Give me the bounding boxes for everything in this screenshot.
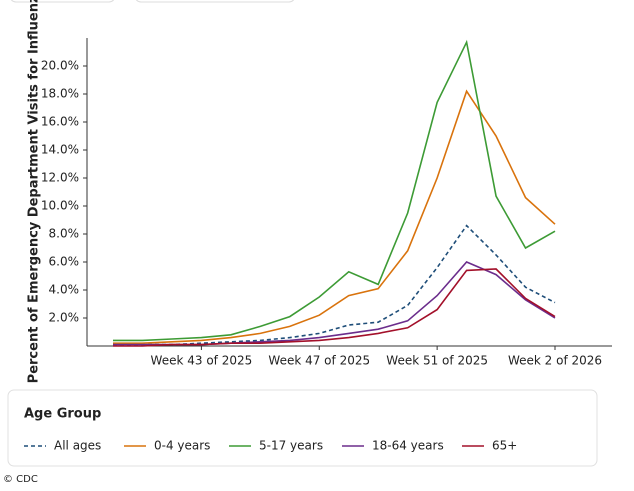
- x-tick-label: Week 2 of 2026: [508, 354, 602, 368]
- y-tick-label: 6.0%: [49, 255, 80, 269]
- y-tick-label: 10.0%: [41, 199, 79, 213]
- top-button: [135, 0, 295, 3]
- legend-label: 18-64 years: [372, 439, 444, 453]
- series-line: [113, 268, 556, 347]
- series-line: [113, 261, 556, 346]
- y-tick-label: 8.0%: [49, 227, 80, 241]
- credit-bg: [0, 470, 52, 487]
- x-tick-label: Week 51 of 2025: [386, 354, 488, 368]
- y-tick-label: 2.0%: [49, 311, 80, 325]
- legend-title: Age Group: [24, 407, 101, 422]
- top-button: [10, 0, 115, 3]
- x-tick-label: Week 43 of 2025: [151, 354, 253, 368]
- x-tick-label: Week 47 of 2025: [268, 354, 370, 368]
- y-axis-label: Percent of Emergency Department Visits f…: [27, 0, 42, 383]
- y-tick-label: 4.0%: [49, 283, 80, 297]
- credit: © CDC: [3, 474, 38, 485]
- y-tick-label: 20.0%: [41, 59, 79, 73]
- y-tick-label: 16.0%: [41, 115, 79, 129]
- y-tick-label: 18.0%: [41, 87, 79, 101]
- legend-label: All ages: [54, 439, 101, 453]
- y-tick-label: 14.0%: [41, 143, 79, 157]
- legend-label: 5-17 years: [259, 439, 323, 453]
- y-tick-label: 12.0%: [41, 171, 79, 185]
- series-line: [113, 89, 556, 344]
- legend-label: 0-4 years: [154, 439, 210, 453]
- legend-box: [7, 389, 598, 467]
- series-line: [113, 39, 556, 342]
- legend-label: 65+: [492, 439, 517, 453]
